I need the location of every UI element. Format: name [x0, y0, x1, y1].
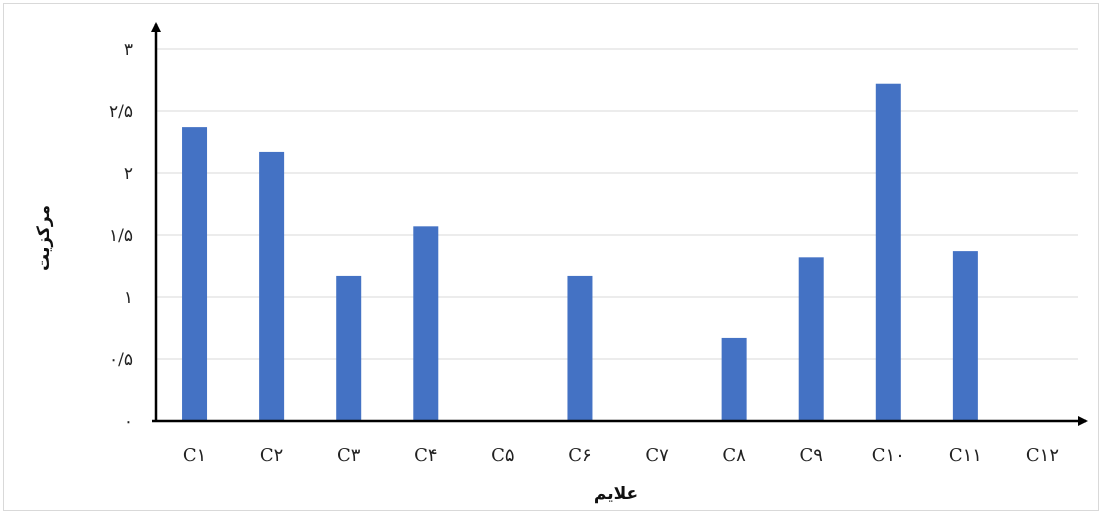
bar	[798, 257, 824, 421]
x-tick-label: C۵	[491, 445, 514, 466]
bar	[952, 251, 978, 421]
axes	[151, 22, 1088, 426]
x-tick-label: C۸	[722, 445, 746, 466]
x-tick-label: C۶	[568, 445, 591, 466]
x-axis-title: علایم	[594, 484, 638, 504]
y-tick-label: ۱	[124, 288, 133, 308]
bars	[182, 83, 978, 422]
bar	[336, 275, 362, 421]
x-tick-label: C۳	[337, 445, 361, 466]
y-axis-title: مرکزیت	[34, 205, 54, 271]
x-tick-label: C۲	[260, 445, 283, 466]
bar	[259, 151, 285, 422]
bar	[875, 83, 901, 421]
bar	[567, 275, 593, 421]
x-tick-label: C۹	[799, 445, 822, 466]
y-tick-label: ۲	[124, 164, 133, 184]
gridlines	[156, 48, 1078, 360]
x-tick-label: C۱	[183, 445, 206, 466]
y-tick-labels: ۰ ۰/۵ ۱ ۱/۵ ۲ ۲/۵ ۳	[109, 40, 133, 432]
x-tick-label: C۱۱	[949, 445, 982, 466]
y-tick-label: ۰	[124, 412, 133, 432]
x-tick-label: C۱۰	[872, 445, 905, 466]
bar	[182, 127, 208, 422]
y-tick-label: ۳	[124, 40, 133, 60]
x-tick-label: C۷	[645, 445, 669, 466]
y-tick-label: ۱/۵	[109, 226, 133, 246]
bar	[721, 337, 747, 421]
bar	[413, 226, 439, 421]
y-tick-label: ۰/۵	[109, 350, 133, 370]
x-tick-label: C۱۲	[1026, 445, 1059, 466]
x-tick-label: C۴	[414, 445, 437, 466]
y-tick-label: ۲/۵	[109, 102, 133, 122]
x-tick-labels: C۱ C۲ C۳ C۴ C۵ C۶ C۷ C۸ C۹ C۱۰ C۱۱ C۱۲	[183, 445, 1059, 466]
